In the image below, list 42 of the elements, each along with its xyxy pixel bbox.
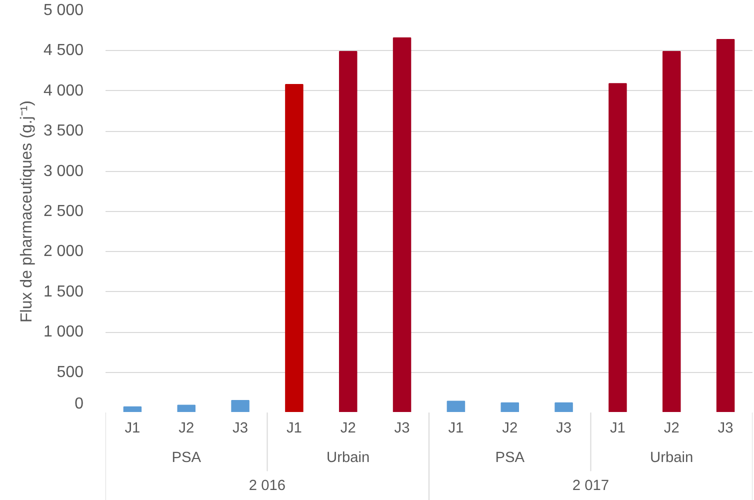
x-tick-label: J3 [556, 420, 572, 437]
bar [339, 51, 358, 412]
bar [231, 400, 250, 412]
y-axis-title: Flux de pharmaceutiques (g.j⁻¹) [18, 100, 36, 322]
bar [446, 400, 466, 412]
bar [500, 402, 519, 412]
x-tick-label: J2 [502, 420, 518, 437]
y-tick-label: 0 [74, 396, 84, 412]
bar [177, 404, 196, 412]
text: 2 017 [572, 478, 610, 494]
y-tick-label: 2 500 [43, 203, 84, 220]
bar [608, 83, 627, 412]
y-tick-label: 500 [56, 364, 84, 381]
bar [554, 402, 573, 412]
x-tick-label: J3 [232, 420, 248, 437]
text: Urbain [326, 450, 370, 466]
bar [285, 84, 304, 412]
x-tick-label: J1 [286, 420, 302, 437]
text: 2 016 [248, 478, 286, 494]
text: PSA [172, 450, 202, 466]
x-tick-label: J1 [448, 420, 464, 437]
y-tick-label: 4 000 [43, 82, 84, 100]
bar [392, 37, 412, 412]
bar [123, 406, 142, 412]
y-tick-label: 5 000 [43, 2, 84, 19]
y-tick-label: 2 000 [43, 243, 84, 260]
text: Urbain [650, 450, 694, 466]
x-tick-label: J2 [340, 420, 356, 437]
y-tick-label: 1 500 [43, 283, 84, 300]
y-tick-label: 3 500 [43, 122, 84, 140]
text: PSA [495, 450, 525, 466]
bar [662, 51, 681, 412]
y-tick-label: 3 000 [43, 162, 84, 180]
x-tick-label: J3 [394, 420, 410, 437]
x-tick-label: J1 [610, 420, 626, 437]
y-tick-label: 1 000 [43, 324, 84, 341]
x-tick-label: J1 [124, 420, 140, 437]
bar [716, 38, 735, 412]
y-tick-label: 4 500 [43, 42, 84, 60]
x-tick-label: J2 [178, 420, 194, 437]
x-tick-label: J3 [718, 420, 734, 437]
x-tick-label: J2 [664, 420, 680, 437]
